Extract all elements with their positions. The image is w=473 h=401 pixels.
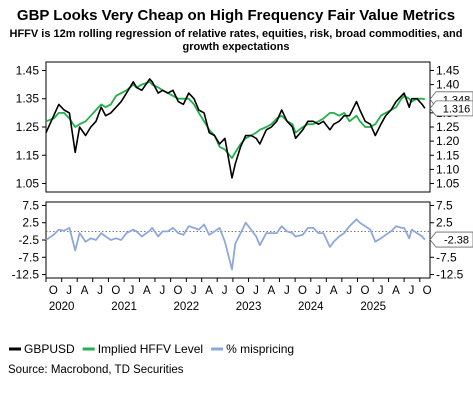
x-month-label: J — [129, 285, 135, 297]
x-month-label: J — [222, 285, 228, 297]
left-tick-label: 1.25 — [16, 120, 40, 134]
right-tick-label: 1.10 — [436, 162, 460, 176]
x-year-label: 2022 — [174, 301, 200, 313]
last-value-label: 1.316 — [443, 103, 471, 115]
chart-title: GBP Looks Very Cheap on High Frequency F… — [17, 7, 455, 24]
legend: GBPUSD Implied HFFV Level % mispricing — [9, 342, 294, 356]
legend-label: Implied HFFV Level — [98, 342, 203, 356]
legend-label: % mispricing — [226, 342, 294, 356]
x-month-label: J — [409, 285, 415, 297]
x-month-label: J — [191, 285, 197, 297]
right-tick-label: -12.5 — [436, 268, 464, 282]
x-month-label: A — [392, 285, 400, 297]
last-value-callout — [429, 100, 473, 117]
x-month-label: A — [143, 285, 151, 297]
x-month-label: O — [360, 285, 369, 297]
x-month-label: A — [330, 285, 338, 297]
x-month-label: J — [315, 285, 321, 297]
left-tick-label: 1.45 — [16, 63, 40, 77]
series-line-implied-hffv-level — [45, 80, 426, 159]
x-year-label: 2020 — [49, 301, 75, 313]
right-tick-label: 1.05 — [436, 177, 460, 191]
series-line-gbpusd — [45, 78, 426, 179]
right-tick-label: 2.5 — [436, 216, 453, 230]
left-tick-label: 7.5 — [22, 198, 39, 212]
chart-subtitle-line1: HFFV is 12m rolling regression of relati… — [10, 28, 463, 40]
left-tick-label: -2.5 — [18, 233, 39, 247]
x-month-label: O — [49, 285, 58, 297]
right-tick-label: 1.15 — [436, 148, 460, 162]
bottom-panel: 7.52.5-2.5-7.5-12.57.52.5-2.5-7.5-12.5-2… — [12, 198, 473, 282]
x-month-label: O — [298, 285, 307, 297]
left-tick-label: -12.5 — [12, 268, 40, 282]
right-tick-label: -7.5 — [436, 250, 457, 264]
right-tick-label: 1.45 — [436, 63, 460, 77]
x-month-label: A — [267, 285, 275, 297]
right-tick-label: 1.40 — [436, 78, 460, 92]
chart-subtitle-line2: growth expectations — [183, 41, 290, 53]
left-tick-label: 2.5 — [22, 216, 39, 230]
x-month-label: J — [346, 285, 352, 297]
x-month-label: J — [159, 285, 165, 297]
x-month-label: O — [423, 285, 432, 297]
x-year-label: 2023 — [236, 301, 262, 313]
right-tick-label: 7.5 — [436, 198, 453, 212]
last-value-label: -2.38 — [444, 235, 469, 247]
left-tick-label: 1.15 — [16, 148, 40, 162]
legend-label: GBPUSD — [24, 342, 75, 356]
x-month-label: J — [378, 285, 384, 297]
series-line--mispricing — [45, 218, 426, 271]
right-tick-label: 1.25 — [436, 120, 460, 134]
x-month-label: O — [236, 285, 245, 297]
x-year-label: 2025 — [360, 301, 386, 313]
left-tick-label: 1.05 — [16, 177, 40, 191]
left-tick-label: -7.5 — [18, 250, 39, 264]
top-panel: 1.451.351.251.151.051.451.401.351.301.25… — [16, 61, 473, 193]
x-year-label: 2021 — [111, 301, 137, 313]
source-note: Source: Macrobond, TD Securities — [8, 364, 184, 376]
x-month-label: O — [174, 285, 183, 297]
last-value-callout — [429, 231, 473, 248]
x-month-label: O — [111, 285, 120, 297]
x-month-label: J — [284, 285, 290, 297]
x-year-label: 2024 — [298, 301, 324, 313]
x-month-label: A — [81, 285, 89, 297]
x-month-label: J — [97, 285, 103, 297]
x-month-label: J — [253, 285, 259, 297]
x-month-label: A — [205, 285, 213, 297]
left-tick-label: 1.35 — [16, 92, 40, 106]
x-month-label: J — [66, 285, 72, 297]
right-tick-label: 1.20 — [436, 134, 460, 148]
